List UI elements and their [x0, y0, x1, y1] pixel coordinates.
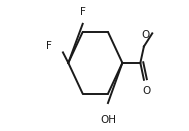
- Text: O: O: [141, 31, 149, 40]
- Text: F: F: [46, 41, 52, 51]
- Text: O: O: [142, 86, 150, 96]
- Text: F: F: [80, 7, 86, 17]
- Text: OH: OH: [100, 115, 116, 125]
